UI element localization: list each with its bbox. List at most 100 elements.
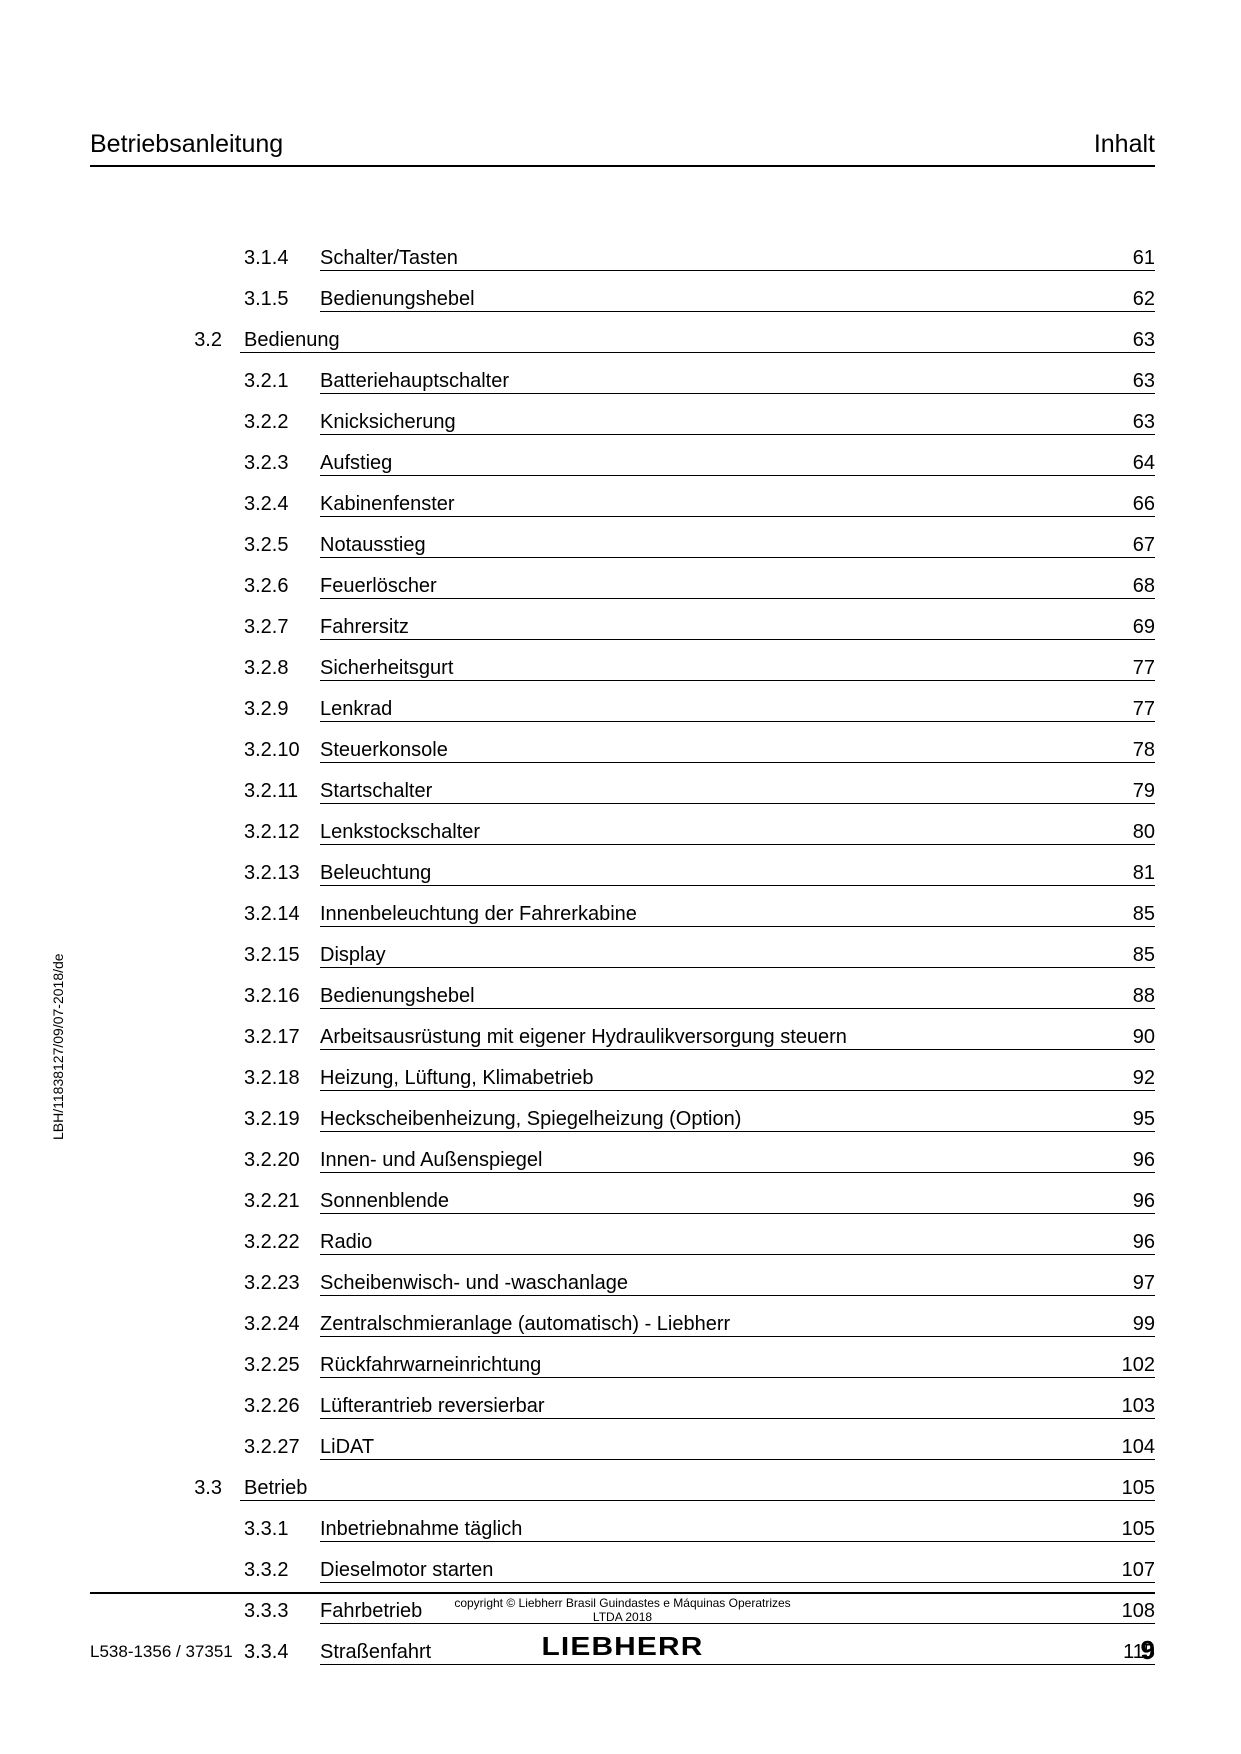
toc-sub-number: 3.2.7 — [240, 615, 320, 639]
toc-sub-page: 102 — [1095, 1353, 1155, 1377]
toc-sub-page: 96 — [1095, 1148, 1155, 1172]
toc-sub-title: Schalter/Tasten — [320, 246, 1095, 270]
toc-sub-number: 3.2.23 — [240, 1271, 320, 1295]
toc-rule — [320, 1664, 1155, 1665]
toc-sub-number: 3.2.14 — [240, 902, 320, 926]
toc-sub-page: 79 — [1095, 779, 1155, 803]
toc-sub-title: Bedienungshebel — [320, 984, 1095, 1008]
toc-sub-number: 3.2.16 — [240, 984, 320, 1008]
toc-sub-row: 3.2.26Lüfterantrieb reversierbar103 — [90, 1378, 1155, 1418]
toc-sub-page: 107 — [1095, 1558, 1155, 1582]
toc-sub-row: 3.2.27LiDAT104 — [90, 1419, 1155, 1459]
toc-sub-number: 3.2.6 — [240, 574, 320, 598]
toc-sub-page: 92 — [1095, 1066, 1155, 1090]
toc-sub-page: 81 — [1095, 861, 1155, 885]
toc-sub-page: 90 — [1095, 1025, 1155, 1049]
toc-sub-row: 3.2.8Sicherheitsgurt77 — [90, 640, 1155, 680]
toc-sub-row: 3.2.25Rückfahrwarneinrichtung102 — [90, 1337, 1155, 1377]
toc-sub-number: 3.1.5 — [240, 287, 320, 311]
toc-sub-page: 96 — [1095, 1230, 1155, 1254]
toc-sub-page: 78 — [1095, 738, 1155, 762]
toc-sub-row: 3.2.4Kabinenfenster66 — [90, 476, 1155, 516]
copyright-line2: LTDA 2018 — [593, 1610, 652, 1624]
toc-sub-number: 3.2.3 — [240, 451, 320, 475]
toc-sub-number: 3.2.9 — [240, 697, 320, 721]
toc-sub-title: Rückfahrwarneinrichtung — [320, 1353, 1095, 1377]
toc-sub-title: Innenbeleuchtung der Fahrerkabine — [320, 902, 1095, 926]
toc-sub-title: Notausstieg — [320, 533, 1095, 557]
toc-sub-number: 3.2.12 — [240, 820, 320, 844]
toc-sub-page: 97 — [1095, 1271, 1155, 1295]
toc-sub-number: 3.3.2 — [240, 1558, 320, 1582]
toc-sub-page: 61 — [1095, 246, 1155, 270]
toc-sub-number: 3.2.10 — [240, 738, 320, 762]
toc-sub-row: 3.2.13Beleuchtung81 — [90, 845, 1155, 885]
toc-sub-page: 77 — [1095, 697, 1155, 721]
toc-sub-title: Heckscheibenheizung, Spiegelheizung (Opt… — [320, 1107, 1095, 1131]
page-number: 9 — [1141, 1635, 1155, 1666]
toc-sub-number: 3.2.8 — [240, 656, 320, 680]
toc-sub-page: 64 — [1095, 451, 1155, 475]
toc-sub-page: 85 — [1095, 902, 1155, 926]
toc-sub-row: 3.2.20Innen- und Außenspiegel96 — [90, 1132, 1155, 1172]
toc-sub-row: 3.2.1Batteriehauptschalter63 — [90, 353, 1155, 393]
toc-sub-row: 3.3.2Dieselmotor starten107 — [90, 1542, 1155, 1582]
toc-sub-title: Lenkrad — [320, 697, 1095, 721]
toc-sub-title: Bedienungshebel — [320, 287, 1095, 311]
toc-sub-title: Lenkstockschalter — [320, 820, 1095, 844]
toc-sub-page: 96 — [1095, 1189, 1155, 1213]
toc-sub-row: 3.2.18Heizung, Lüftung, Klimabetrieb92 — [90, 1050, 1155, 1090]
toc-sub-row: 3.2.17Arbeitsausrüstung mit eigener Hydr… — [90, 1009, 1155, 1049]
toc-sub-row: 3.2.15Display85 — [90, 927, 1155, 967]
toc-sub-number: 3.2.27 — [240, 1435, 320, 1459]
toc-section-row: 3.2Bedienung63 — [90, 312, 1155, 352]
toc-section-row: 3.3Betrieb105 — [90, 1460, 1155, 1500]
toc-sub-page: 66 — [1095, 492, 1155, 516]
toc-section-number: 3.3 — [90, 1476, 240, 1500]
toc-sub-title: Display — [320, 943, 1095, 967]
toc-sub-row: 3.2.10Steuerkonsole78 — [90, 722, 1155, 762]
toc-sub-row: 3.2.2Knicksicherung63 — [90, 394, 1155, 434]
footer-left-text: L538-1356 / 37351 — [90, 1642, 233, 1662]
toc-sub-row: 3.3.1Inbetriebnahme täglich105 — [90, 1501, 1155, 1541]
toc-sub-row: 3.2.6Feuerlöscher68 — [90, 558, 1155, 598]
toc-sub-title: Sonnenblende — [320, 1189, 1095, 1213]
toc-sub-page: 104 — [1095, 1435, 1155, 1459]
toc-sub-title: Fahrersitz — [320, 615, 1095, 639]
toc-sub-row: 3.2.21Sonnenblende96 — [90, 1173, 1155, 1213]
toc-sub-row: 3.2.7Fahrersitz69 — [90, 599, 1155, 639]
toc-sub-title: Steuerkonsole — [320, 738, 1095, 762]
toc-sub-title: LiDAT — [320, 1435, 1095, 1459]
toc-section-number: 3.2 — [90, 328, 240, 352]
toc-sub-number: 3.2.4 — [240, 492, 320, 516]
toc-sub-number: 3.2.18 — [240, 1066, 320, 1090]
toc-sub-number: 3.2.24 — [240, 1312, 320, 1336]
toc-sub-row: 3.2.11Startschalter79 — [90, 763, 1155, 803]
toc-sub-title: Scheibenwisch- und -waschanlage — [320, 1271, 1095, 1295]
toc-sub-row: 3.2.22Radio96 — [90, 1214, 1155, 1254]
toc-sub-number: 3.2.25 — [240, 1353, 320, 1377]
toc-section-page: 105 — [1095, 1476, 1155, 1500]
toc-sub-row: 3.1.5Bedienungshebel62 — [90, 271, 1155, 311]
toc-sub-row: 3.2.12Lenkstockschalter80 — [90, 804, 1155, 844]
toc-sub-number: 3.2.17 — [240, 1025, 320, 1049]
toc-sub-title: Inbetriebnahme täglich — [320, 1517, 1095, 1541]
toc-sub-number: 3.3.1 — [240, 1517, 320, 1541]
toc-sub-title: Dieselmotor starten — [320, 1558, 1095, 1582]
toc-sub-page: 80 — [1095, 820, 1155, 844]
toc-sub-page: 99 — [1095, 1312, 1155, 1336]
toc-sub-page: 63 — [1095, 369, 1155, 393]
side-vertical-text: LBH/11838127/09/07-2018/de — [50, 953, 66, 1140]
toc-sub-page: 77 — [1095, 656, 1155, 680]
header-right: Inhalt — [1094, 130, 1155, 159]
toc-sub-title: Aufstieg — [320, 451, 1095, 475]
toc-sub-title: Radio — [320, 1230, 1095, 1254]
toc-sub-title: Lüfterantrieb reversierbar — [320, 1394, 1095, 1418]
toc-sub-number: 3.2.2 — [240, 410, 320, 434]
toc-sub-page: 69 — [1095, 615, 1155, 639]
footer-rule — [90, 1592, 1155, 1594]
toc-sub-number: 3.2.5 — [240, 533, 320, 557]
toc-sub-number: 3.2.26 — [240, 1394, 320, 1418]
toc-sub-title: Kabinenfenster — [320, 492, 1095, 516]
toc-sub-number: 3.2.13 — [240, 861, 320, 885]
